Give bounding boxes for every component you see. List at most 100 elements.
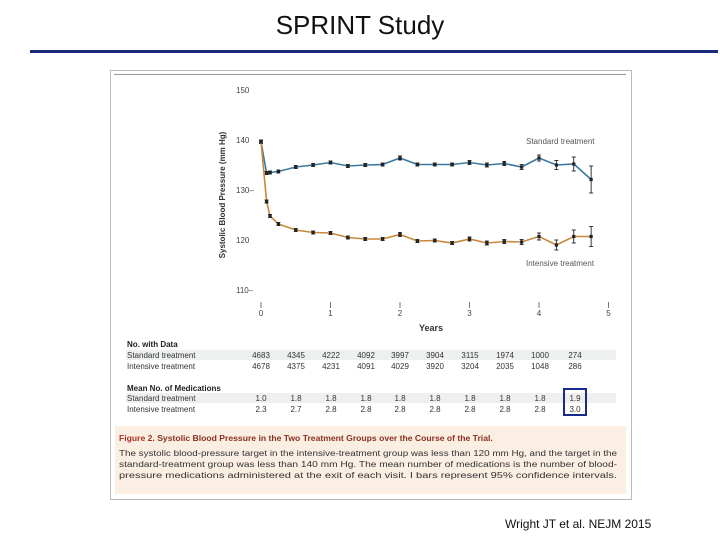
table-cell: 1.8	[499, 394, 511, 403]
table-cell: 3920	[426, 362, 444, 371]
data-point	[268, 170, 272, 175]
standard-treatment-label: Standard treatment	[526, 137, 595, 146]
y-tick-label: 140	[236, 136, 250, 145]
table-cell: 4222	[322, 351, 340, 360]
table-cell: 4029	[391, 362, 409, 371]
caption-line: The systolic blood-pressure target in th…	[119, 449, 618, 458]
data-point	[502, 161, 506, 166]
table-cell: 2.8	[534, 405, 546, 414]
data-point	[363, 163, 367, 167]
data-point	[264, 171, 269, 175]
caption-figure-label: Figure 2.	[119, 433, 157, 443]
table-cell: 2.3	[255, 405, 267, 414]
data-point	[537, 234, 541, 239]
data-point	[589, 234, 593, 239]
highlight-box	[563, 388, 587, 416]
data-point	[276, 169, 280, 174]
data-point	[415, 162, 419, 167]
table-cell: 3997	[391, 351, 409, 360]
table-row-shade	[126, 350, 616, 360]
data-point	[520, 165, 524, 169]
y-tick-label: 110–	[236, 286, 254, 295]
data-point	[485, 163, 489, 167]
x-tick-label: 3	[467, 309, 472, 318]
data-point	[572, 162, 576, 166]
table-cell: 2.8	[429, 405, 441, 414]
table-cell: 1.8	[394, 394, 406, 403]
data-point	[259, 139, 263, 144]
table-cell: 286	[568, 362, 582, 371]
data-point	[433, 238, 437, 243]
table-row-label: Intensive treatment	[127, 362, 196, 371]
x-tick-label: 0	[259, 309, 264, 318]
data-point	[467, 160, 472, 165]
table-cell: 4231	[322, 362, 340, 371]
data-point	[328, 160, 333, 165]
table-cell: 1048	[531, 362, 549, 371]
table-cell: 4091	[357, 362, 375, 371]
table-cell: 4345	[287, 351, 305, 360]
table-cell: 1.8	[429, 394, 441, 403]
data-point	[433, 162, 437, 167]
table-cell: 2035	[496, 362, 514, 371]
data-point	[450, 241, 454, 245]
x-tick-label: 5	[606, 309, 611, 318]
table-cell: 2.8	[499, 405, 511, 414]
table-cell: 4375	[287, 362, 305, 371]
caption-title-text: Systolic Blood Pressure in the Two Treat…	[157, 433, 493, 443]
series-line-intensive	[260, 141, 592, 246]
table-cell: 4678	[252, 362, 270, 371]
data-point	[415, 239, 419, 243]
table-cell: 1.0	[255, 394, 267, 403]
table-cell: 2.7	[290, 405, 302, 414]
data-point	[311, 163, 315, 167]
y-axis-label: Systolic Blood Pressure (mm Hg)	[218, 131, 227, 258]
data-point	[294, 165, 298, 169]
data-point	[346, 164, 350, 168]
title-underline	[30, 50, 718, 53]
citation: Wright JT et al. NEJM 2015	[505, 517, 652, 531]
data-point	[502, 239, 506, 244]
table-row-label: Intensive treatment	[127, 405, 196, 414]
table-cell: 1.8	[534, 394, 546, 403]
caption-line: standard-treatment group was less than 1…	[119, 460, 617, 469]
figure-top-rule	[114, 74, 626, 75]
caption-line: pressure medications administered at the…	[119, 471, 617, 480]
table-cell: 1974	[496, 351, 514, 360]
table-cell: 2.8	[464, 405, 476, 414]
table-cell: 274	[568, 351, 582, 360]
data-point	[537, 156, 541, 160]
x-axis-label: Years	[419, 323, 443, 333]
table-cell: 4683	[252, 351, 270, 360]
data-point	[572, 234, 576, 239]
table-row-label: Standard treatment	[127, 351, 196, 360]
x-tick-label: 4	[537, 309, 542, 318]
table-cell: 1.8	[360, 394, 372, 403]
table-cell: 2.8	[325, 405, 337, 414]
data-point	[381, 162, 385, 167]
table-cell: 1.8	[464, 394, 476, 403]
data-point	[276, 222, 280, 226]
caption-box	[115, 426, 626, 494]
table-cell: 2.8	[394, 405, 406, 414]
data-point	[467, 237, 472, 241]
data-point	[589, 177, 593, 182]
table-cell: 1.8	[325, 394, 337, 403]
table-cell: 3204	[461, 362, 479, 371]
table-cell: 1.8	[290, 394, 302, 403]
data-point	[268, 214, 272, 218]
data-point	[398, 156, 402, 160]
data-point	[328, 231, 333, 235]
data-point	[450, 162, 454, 167]
slide-title: SPRINT Study	[275, 10, 445, 40]
series-line-standard	[260, 141, 592, 181]
x-tick-label: 1	[328, 309, 333, 318]
y-tick-label: 130–	[236, 186, 254, 195]
y-tick-label: 150	[236, 86, 250, 95]
table-cell: 1000	[531, 351, 549, 360]
data-point	[264, 199, 269, 204]
table-cell: 2.8	[360, 405, 372, 414]
data-point	[346, 235, 350, 240]
data-point	[398, 232, 402, 237]
